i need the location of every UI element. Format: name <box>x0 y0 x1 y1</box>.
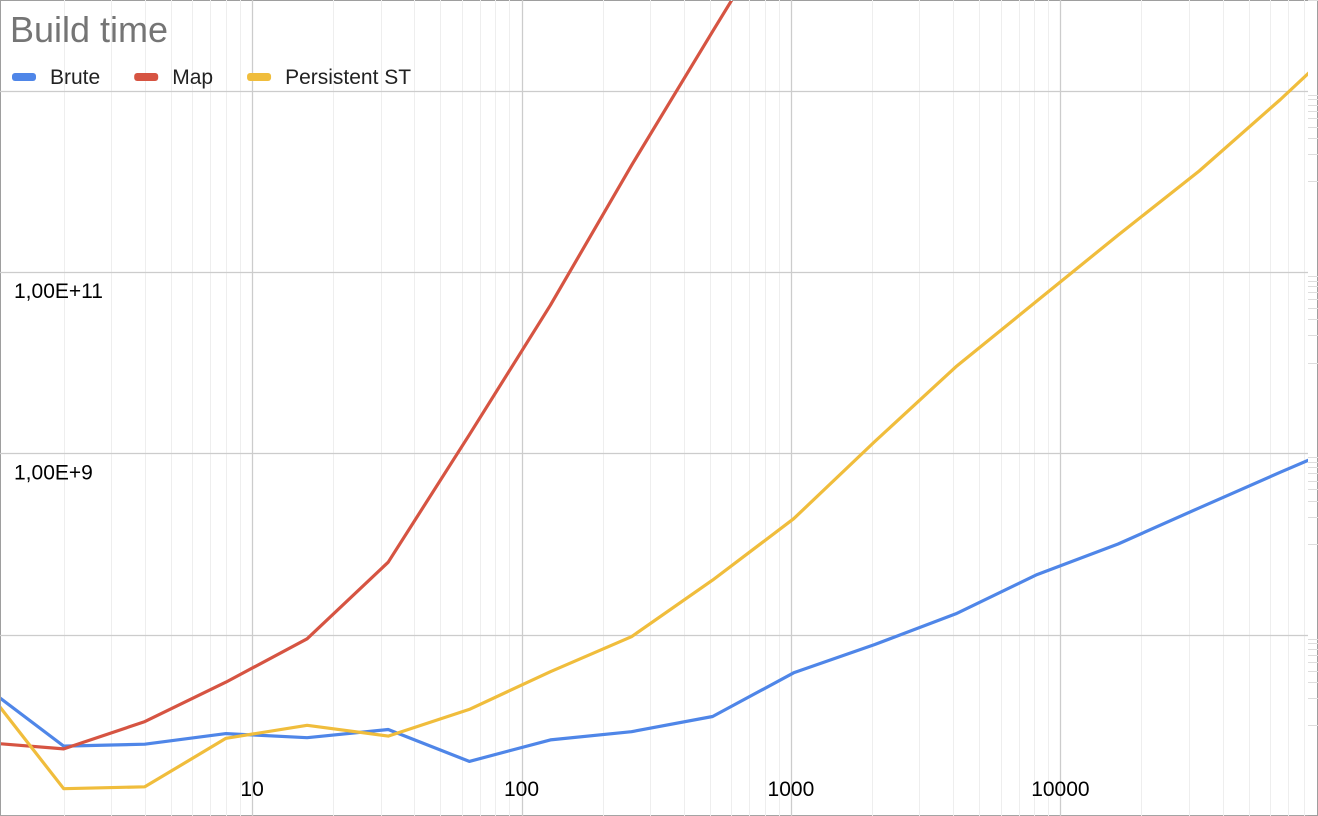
legend: Brute Map Persistent ST <box>12 66 411 89</box>
chart-title: Build time <box>10 9 168 50</box>
series-line-brute <box>1 458 1308 764</box>
x-tick-label: 1000 <box>768 778 815 801</box>
legend-swatch <box>134 73 159 81</box>
x-tick-label: 10 <box>240 778 263 801</box>
x-tick-labels: 10 100 1000 10000 <box>240 778 1089 801</box>
right-minor-ticks <box>1308 0 1318 726</box>
legend-swatch <box>12 73 36 81</box>
series-line-persistent-st <box>1 71 1308 791</box>
series-line-map <box>1 1 734 751</box>
y-tick-label: 1,00E+11 <box>14 280 103 303</box>
x-tick-label: 10000 <box>1031 778 1089 801</box>
series-lines <box>1 1 1308 791</box>
x-tick-label: 100 <box>504 778 539 801</box>
legend-label: Persistent ST <box>285 66 411 89</box>
legend-label: Brute <box>50 66 100 89</box>
minor-gridlines <box>64 0 1305 816</box>
y-tick-labels: 1,00E+11 1,00E+9 <box>14 280 103 484</box>
y-tick-label: 1,00E+9 <box>14 461 93 484</box>
legend-item: Persistent ST <box>247 66 411 89</box>
legend-item: Map <box>134 66 213 89</box>
legend-label: Map <box>172 66 213 89</box>
legend-swatch <box>247 73 272 81</box>
legend-item: Brute <box>12 66 100 89</box>
